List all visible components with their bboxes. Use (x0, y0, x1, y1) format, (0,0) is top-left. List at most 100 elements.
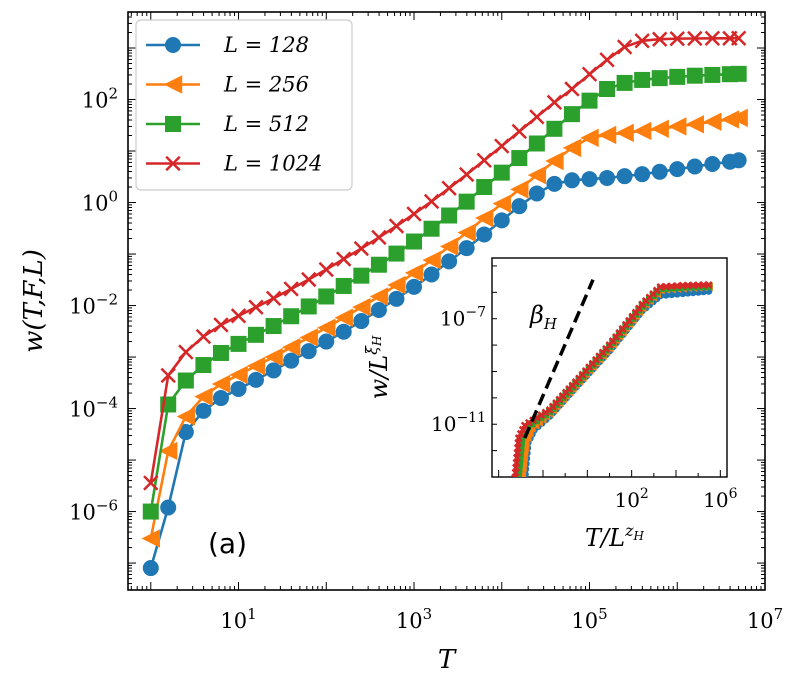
inset-data-point (518, 463, 527, 472)
legend-box (135, 19, 353, 191)
data-point (143, 475, 159, 491)
data-point (564, 81, 580, 97)
data-point (476, 152, 492, 168)
data-point (299, 328, 318, 347)
data-point (650, 119, 669, 138)
data-point (546, 175, 563, 192)
data-point (335, 277, 352, 294)
data-point (387, 275, 406, 295)
data-point (353, 313, 370, 330)
data-point (352, 297, 371, 317)
data-point (318, 333, 335, 350)
legend-item: L = 512 (146, 112, 309, 136)
data-point (669, 68, 686, 85)
legend-label: L = 128 (223, 33, 309, 57)
inset-data-point (520, 443, 529, 452)
data-point (283, 308, 300, 325)
data-point (441, 207, 458, 224)
inset-series (511, 281, 713, 490)
data-point (730, 152, 747, 169)
legend-marker (165, 116, 181, 132)
data-point (194, 387, 213, 406)
data-point (423, 266, 440, 283)
data-point (283, 352, 300, 369)
data-point (458, 193, 475, 210)
data-point (720, 110, 740, 129)
inset-data-point (704, 281, 713, 289)
beta-annotation: βH (529, 301, 558, 333)
data-point (141, 529, 160, 548)
data-point (669, 30, 685, 47)
legend-item: L = 1024 (146, 152, 322, 176)
data-point (423, 220, 440, 237)
data-point (581, 171, 598, 188)
data-point (177, 372, 194, 389)
inset-y-axis-label: w/LξH (362, 335, 393, 399)
data-point (529, 109, 545, 125)
legend-item: L = 256 (146, 73, 309, 97)
data-point (265, 318, 282, 335)
series-256 (141, 108, 748, 548)
data-point (562, 138, 582, 158)
data-point (580, 128, 599, 148)
inset-x-axis-label: T/LzH (585, 521, 644, 552)
data-point (370, 301, 387, 318)
legend-label: L = 1024 (223, 152, 322, 176)
legend-label: L = 256 (223, 73, 309, 97)
data-point (213, 317, 229, 333)
legend-label: L = 512 (223, 112, 309, 136)
data-point (511, 198, 528, 215)
data-point (336, 251, 352, 267)
inset-data-point (511, 484, 517, 490)
inset-chart: 102 106 10−11 10−7 T/LzH w/LξH βH (362, 257, 738, 552)
data-point (246, 356, 266, 376)
data-point (616, 39, 633, 55)
data-point (615, 123, 634, 143)
x-tick-label: 103 (396, 605, 432, 633)
data-point (528, 135, 545, 152)
inset-data-point (514, 434, 523, 442)
data-point (441, 180, 457, 196)
data-point (265, 290, 282, 307)
x-tick-label: 107 (747, 605, 783, 633)
data-point (353, 267, 370, 284)
data-point (634, 166, 651, 183)
data-point (212, 390, 229, 407)
data-point (195, 402, 212, 419)
data-point (730, 30, 747, 46)
x-axis-label: T (438, 645, 457, 675)
data-point (229, 365, 248, 385)
data-point (510, 180, 529, 199)
data-point (563, 106, 580, 123)
data-point (317, 318, 336, 337)
data-point (212, 344, 229, 361)
data-point (300, 298, 317, 315)
data-point (248, 299, 264, 315)
y-tick-label: 10−6 (69, 497, 118, 525)
data-point (195, 357, 212, 374)
data-point (703, 112, 722, 131)
data-point (369, 287, 389, 306)
data-point (546, 120, 563, 137)
main-plot-frame (127, 11, 766, 591)
data-point (616, 168, 633, 185)
data-point (581, 92, 598, 109)
inset-data-point (517, 444, 525, 453)
data-point (142, 503, 159, 520)
inset-data-point (537, 414, 545, 422)
data-point (634, 71, 651, 88)
data-point (494, 138, 510, 154)
data-point (686, 67, 703, 84)
data-point (353, 240, 370, 257)
data-point (371, 229, 387, 246)
inset-y-tick-label: 10−11 (431, 410, 486, 436)
data-point (441, 253, 458, 270)
inset-data-point (516, 450, 524, 458)
data-point (528, 185, 545, 202)
data-point (388, 245, 405, 262)
inset-data-point (517, 439, 525, 447)
data-point (704, 30, 721, 47)
data-point (334, 308, 353, 327)
x-tick-label: 105 (571, 605, 607, 633)
